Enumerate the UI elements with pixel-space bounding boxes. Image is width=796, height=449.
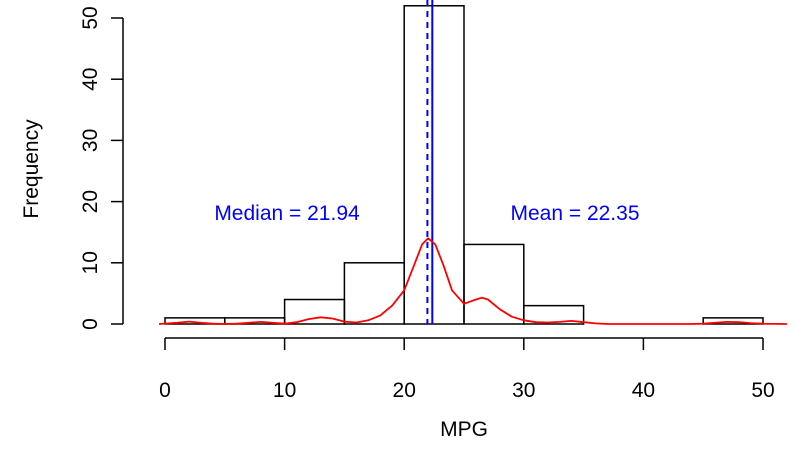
y-tick-label-20: 20 <box>79 190 102 213</box>
density-curve <box>158 237 787 325</box>
x-axis-label: MPG <box>440 418 488 441</box>
median-annotation: Median = 21.94 <box>214 202 360 225</box>
density-curve-layer <box>158 237 787 325</box>
histogram-bar-4 <box>403 5 465 325</box>
histogram-bar-5 <box>463 243 525 325</box>
histogram-bar-2 <box>283 298 346 325</box>
histogram-bar-9 <box>702 317 764 325</box>
x-tick-label-40: 40 <box>632 379 655 402</box>
axes-layer: 0 10 20 30 40 50 0 10 20 30 40 50 <box>79 6 775 402</box>
y-tick-label-50: 50 <box>79 6 102 29</box>
histogram-bar-3 <box>343 262 405 325</box>
y-axis-label: Frequency <box>20 119 43 219</box>
y-tick-label-30: 30 <box>79 129 102 152</box>
reference-lines-layer <box>426 0 434 324</box>
y-tick-label-10: 10 <box>79 251 102 274</box>
x-tick-label-20: 20 <box>393 379 416 402</box>
y-tick-label-40: 40 <box>79 68 102 91</box>
y-tick-label-0: 0 <box>79 318 102 330</box>
mean-annotation: Mean = 22.35 <box>510 202 639 225</box>
bars-layer <box>164 5 764 325</box>
x-tick-label-10: 10 <box>273 379 296 402</box>
histogram-bar-6 <box>523 304 585 325</box>
x-tick-label-30: 30 <box>512 379 535 402</box>
x-tick-label-50: 50 <box>751 379 774 402</box>
x-tick-label-0: 0 <box>159 379 171 402</box>
